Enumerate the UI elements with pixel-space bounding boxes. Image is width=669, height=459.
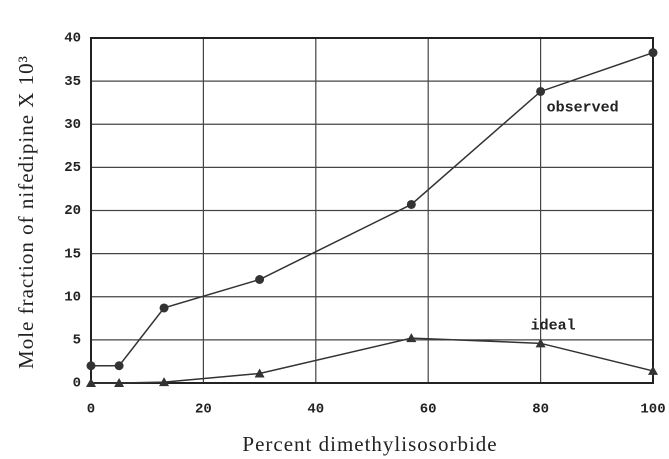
series-label: ideal bbox=[531, 317, 576, 334]
marker bbox=[536, 86, 546, 96]
marker bbox=[114, 361, 124, 371]
marker bbox=[648, 365, 658, 375]
y-tick-label: 10 bbox=[64, 289, 81, 305]
x-tick-label: 20 bbox=[195, 402, 212, 418]
x-tick-label: 80 bbox=[532, 402, 549, 418]
marker bbox=[255, 275, 265, 284]
marker bbox=[114, 378, 125, 387]
x-axis-label: Percent dimethylisosorbide bbox=[242, 432, 497, 456]
y-tick-label: 0 bbox=[73, 376, 81, 392]
y-tick-label: 15 bbox=[64, 246, 81, 262]
plot-frame bbox=[90, 37, 654, 384]
x-tick-label: 100 bbox=[640, 402, 665, 418]
x-tick-label: 0 bbox=[87, 402, 95, 418]
marker bbox=[406, 199, 416, 209]
y-axis-label: Mole fraction of nifedipine X 10³ bbox=[14, 55, 38, 369]
y-tick-label: 25 bbox=[64, 160, 81, 176]
x-tick-label: 60 bbox=[420, 402, 437, 418]
y-tick-label: 30 bbox=[64, 117, 81, 133]
marker bbox=[406, 333, 417, 343]
y-tick-label: 5 bbox=[73, 333, 81, 349]
y-tick-label: 20 bbox=[64, 203, 81, 219]
marker bbox=[86, 378, 96, 387]
series-label: observed bbox=[547, 99, 619, 116]
marker bbox=[254, 368, 265, 378]
series-line bbox=[91, 337, 654, 384]
marker bbox=[86, 361, 96, 371]
y-tick-label: 35 bbox=[64, 74, 81, 90]
marker bbox=[535, 338, 546, 348]
marker bbox=[159, 303, 169, 313]
x-tick-label: 40 bbox=[307, 402, 324, 418]
marker bbox=[159, 377, 170, 387]
marker bbox=[648, 48, 658, 58]
y-tick-label: 40 bbox=[64, 31, 81, 47]
